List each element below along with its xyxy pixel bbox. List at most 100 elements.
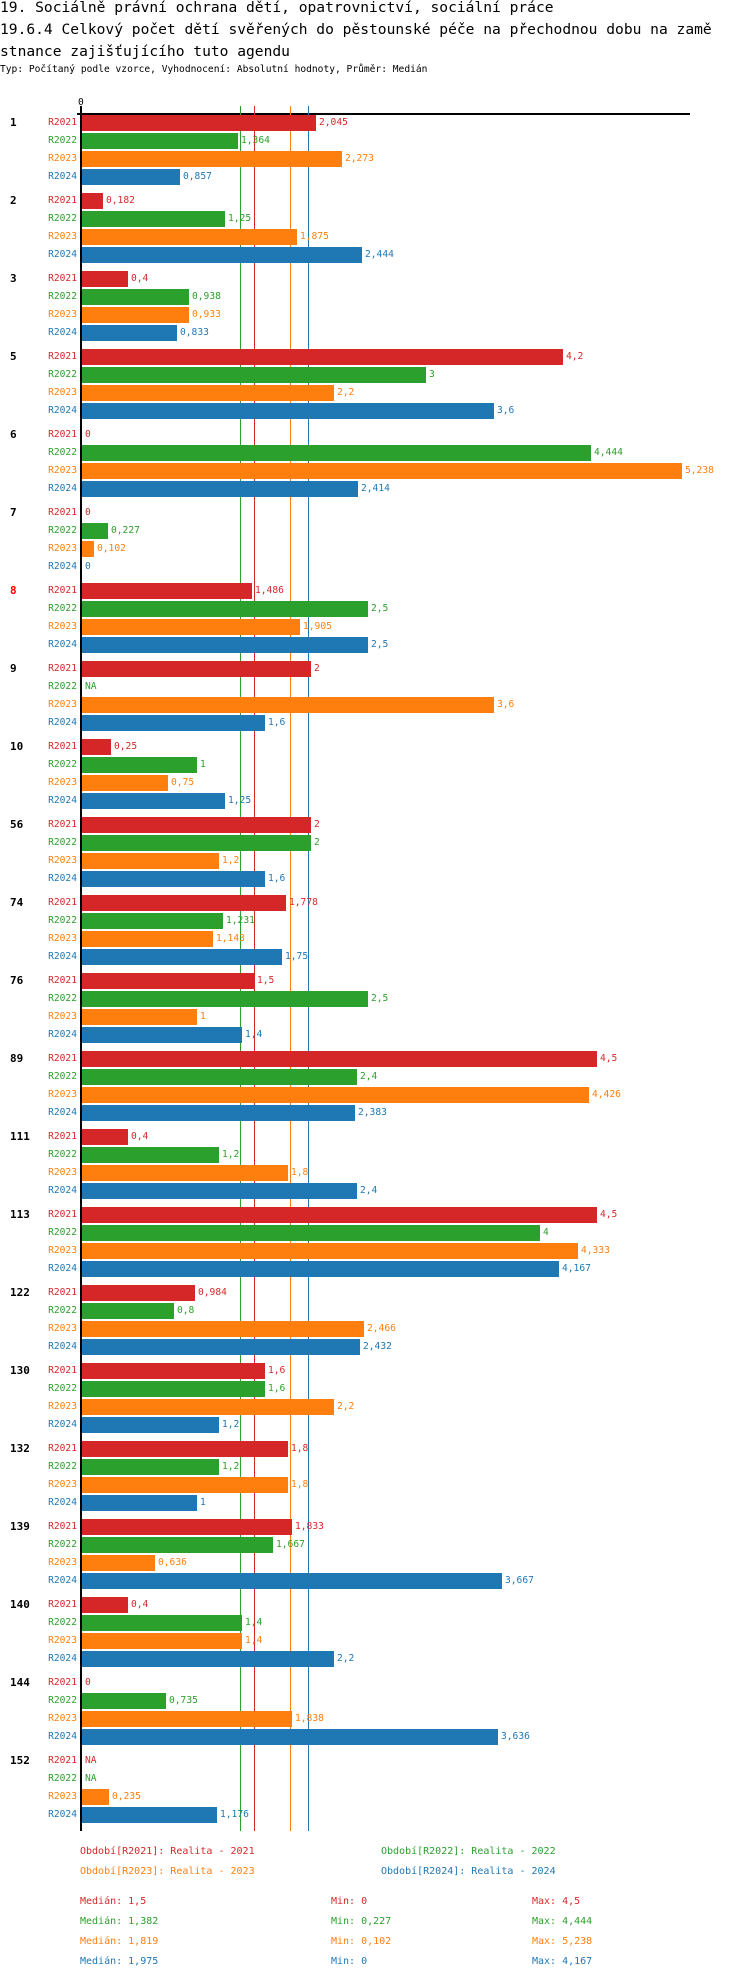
bar-R2021	[82, 973, 254, 989]
legend-entry-R2021: Období[R2021]: Realita - 2021	[80, 1846, 255, 1857]
bar-R2022	[82, 367, 426, 383]
bar-R2023	[82, 853, 219, 869]
value-label: 2,383	[358, 1107, 387, 1118]
bar-R2023	[82, 541, 94, 557]
bar-R2023	[82, 1477, 288, 1493]
stat-max-R2023: Max: 5,238	[532, 1936, 593, 1947]
series-label: R2024	[48, 1419, 77, 1430]
value-label: 3	[429, 369, 435, 380]
bar-R2022	[82, 1225, 540, 1241]
bar-R2021	[82, 271, 128, 287]
value-label: 1,25	[228, 213, 252, 224]
series-label: R2024	[48, 873, 77, 884]
group-label: 3	[10, 272, 17, 285]
series-label: R2023	[48, 777, 77, 788]
series-label: R2024	[48, 1341, 77, 1352]
series-label: R2024	[48, 951, 77, 962]
series-label: R2022	[48, 1071, 77, 1082]
series-label: R2021	[48, 273, 77, 284]
bar-R2022	[82, 1381, 265, 1397]
group-label: 1	[10, 116, 17, 129]
value-label: 1,5	[257, 975, 275, 986]
value-label: 1	[200, 1497, 206, 1508]
series-label: R2021	[48, 819, 77, 830]
series-label: R2024	[48, 1575, 77, 1586]
bar-R2021	[82, 583, 252, 599]
median-line-R2023	[290, 106, 291, 1831]
bar-R2021	[82, 739, 111, 755]
bar-R2021	[82, 895, 286, 911]
value-label: 4,444	[594, 447, 623, 458]
bar-R2023	[82, 463, 682, 479]
stat-min-R2024: Min: 0	[331, 1956, 368, 1967]
bar-R2022	[82, 445, 591, 461]
bar-R2021	[82, 115, 316, 131]
series-label: R2024	[48, 1029, 77, 1040]
bar-R2024	[82, 1573, 502, 1589]
value-label: 2,4	[360, 1071, 378, 1082]
bar-R2022	[82, 757, 197, 773]
series-label: R2024	[48, 1731, 77, 1742]
bar-R2024	[82, 1651, 334, 1667]
value-label: 1,2	[222, 1419, 240, 1430]
series-label: R2024	[48, 327, 77, 338]
group-label: 130	[10, 1364, 30, 1377]
group-label: 56	[10, 818, 24, 831]
value-label: 0,833	[180, 327, 209, 338]
value-label: 2,444	[365, 249, 394, 260]
value-label: NA	[85, 681, 97, 692]
value-label: 0,938	[192, 291, 221, 302]
bar-R2024	[82, 325, 177, 341]
value-label: 2,5	[371, 603, 389, 614]
value-label: 3,6	[497, 405, 515, 416]
series-label: R2024	[48, 1107, 77, 1118]
series-label: R2023	[48, 543, 77, 554]
value-label: 2,2	[337, 1653, 355, 1664]
bar-R2021	[82, 1441, 288, 1457]
series-label: R2022	[48, 1773, 77, 1784]
value-label: 0,984	[198, 1287, 227, 1298]
series-label: R2022	[48, 1695, 77, 1706]
group-label: 111	[10, 1130, 30, 1143]
value-label: 0,4	[131, 1599, 149, 1610]
value-label: 4,167	[562, 1263, 591, 1274]
stat-max-R2024: Max: 4,167	[532, 1956, 593, 1967]
series-label: R2024	[48, 1185, 77, 1196]
bar-R2024	[82, 1027, 242, 1043]
y-axis-line	[80, 106, 82, 1831]
series-label: R2022	[48, 447, 77, 458]
chart-title-line2: 19.6.4 Celkový počet dětí svěřených do p…	[0, 21, 712, 38]
series-label: R2021	[48, 1209, 77, 1220]
bar-R2024	[82, 637, 368, 653]
series-label: R2023	[48, 1089, 77, 1100]
stat-min-R2022: Min: 0,227	[331, 1916, 392, 1927]
value-label: 1,4	[245, 1029, 263, 1040]
series-label: R2021	[48, 975, 77, 986]
bar-R2022	[82, 1459, 219, 1475]
series-label: R2023	[48, 387, 77, 398]
value-label: 1,8	[291, 1167, 309, 1178]
value-label: 1,176	[220, 1809, 249, 1820]
value-label: 1,486	[255, 585, 284, 596]
bar-R2024	[82, 403, 494, 419]
series-label: R2021	[48, 1131, 77, 1142]
series-label: R2023	[48, 1479, 77, 1490]
value-label: 0,735	[169, 1695, 198, 1706]
group-label: 76	[10, 974, 24, 987]
series-label: R2022	[48, 525, 77, 536]
series-label: R2024	[48, 639, 77, 650]
group-label: 74	[10, 896, 24, 909]
bar-R2023	[82, 385, 334, 401]
series-label: R2023	[48, 1791, 77, 1802]
bar-R2022	[82, 601, 368, 617]
bar-R2023	[82, 1165, 288, 1181]
value-label: 2	[314, 837, 320, 848]
series-label: R2023	[48, 699, 77, 710]
bar-R2023	[82, 307, 189, 323]
series-label: R2022	[48, 837, 77, 848]
bar-R2023	[82, 1789, 109, 1805]
value-label: 2,5	[371, 993, 389, 1004]
stat-max-R2022: Max: 4,444	[532, 1916, 593, 1927]
bar-R2021	[82, 193, 103, 209]
series-label: R2022	[48, 1383, 77, 1394]
